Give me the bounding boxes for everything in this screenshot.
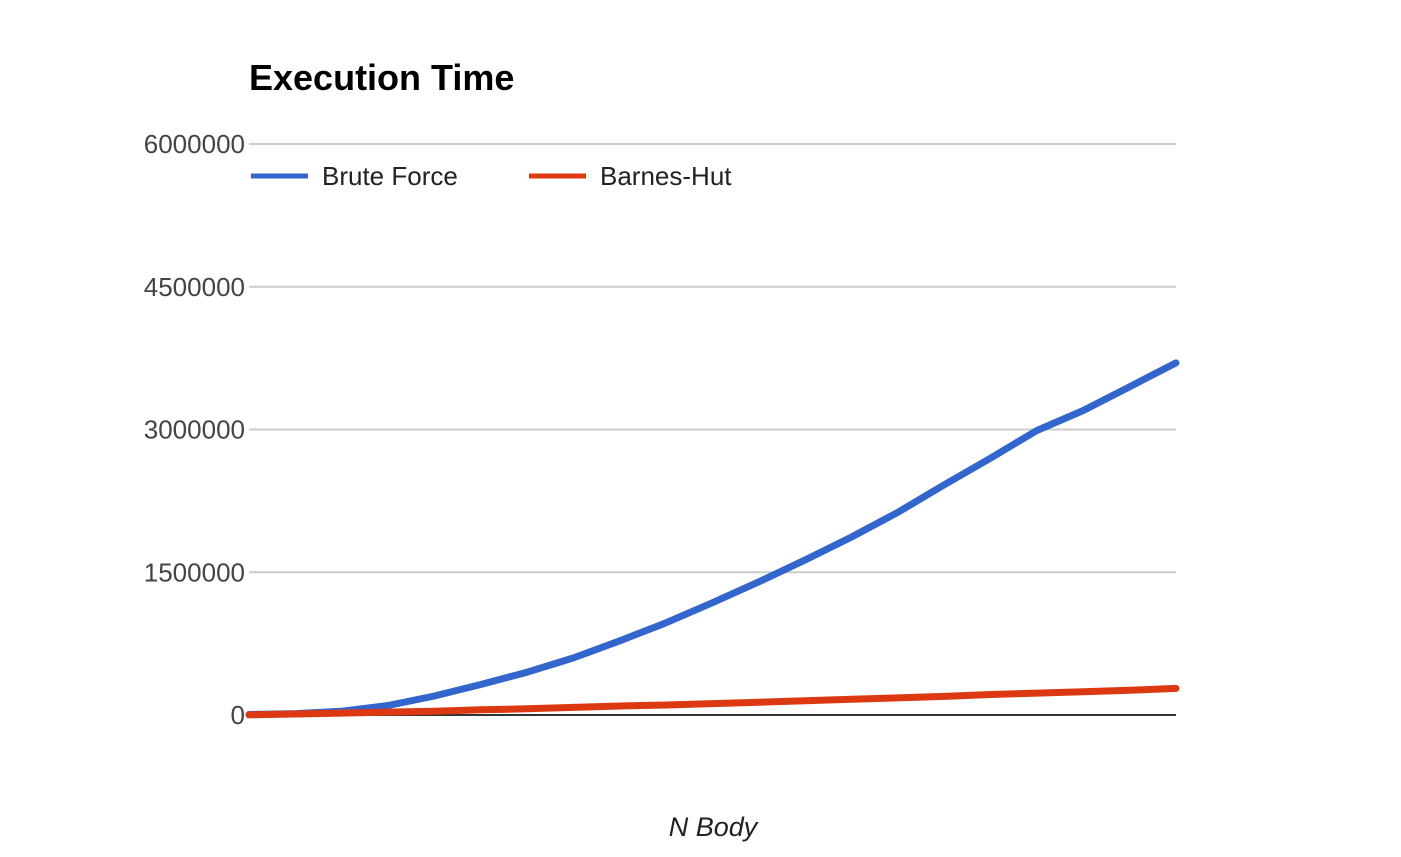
legend: Brute Force Barnes-Hut: [251, 161, 732, 191]
legend-item-barnes-hut: Barnes-Hut: [529, 161, 732, 191]
series-lines: [245, 359, 1180, 719]
series-line-brute-force: [245, 359, 1180, 718]
y-tick-label: 0: [231, 700, 245, 730]
y-tick-label: 4500000: [144, 272, 245, 302]
y-tick-label: 1500000: [144, 557, 245, 587]
chart-title: Execution Time: [249, 57, 514, 98]
series-line-barnes-hut: [245, 684, 1180, 719]
legend-label: Brute Force: [322, 161, 458, 191]
legend-label: Barnes-Hut: [600, 161, 732, 191]
gridlines: 0 1500000 3000000 4500000 6000000: [144, 129, 1176, 730]
x-axis-title: N Body: [669, 812, 759, 842]
legend-item-brute-force: Brute Force: [251, 161, 458, 191]
y-tick-label: 6000000: [144, 129, 245, 159]
y-tick-label: 3000000: [144, 415, 245, 445]
